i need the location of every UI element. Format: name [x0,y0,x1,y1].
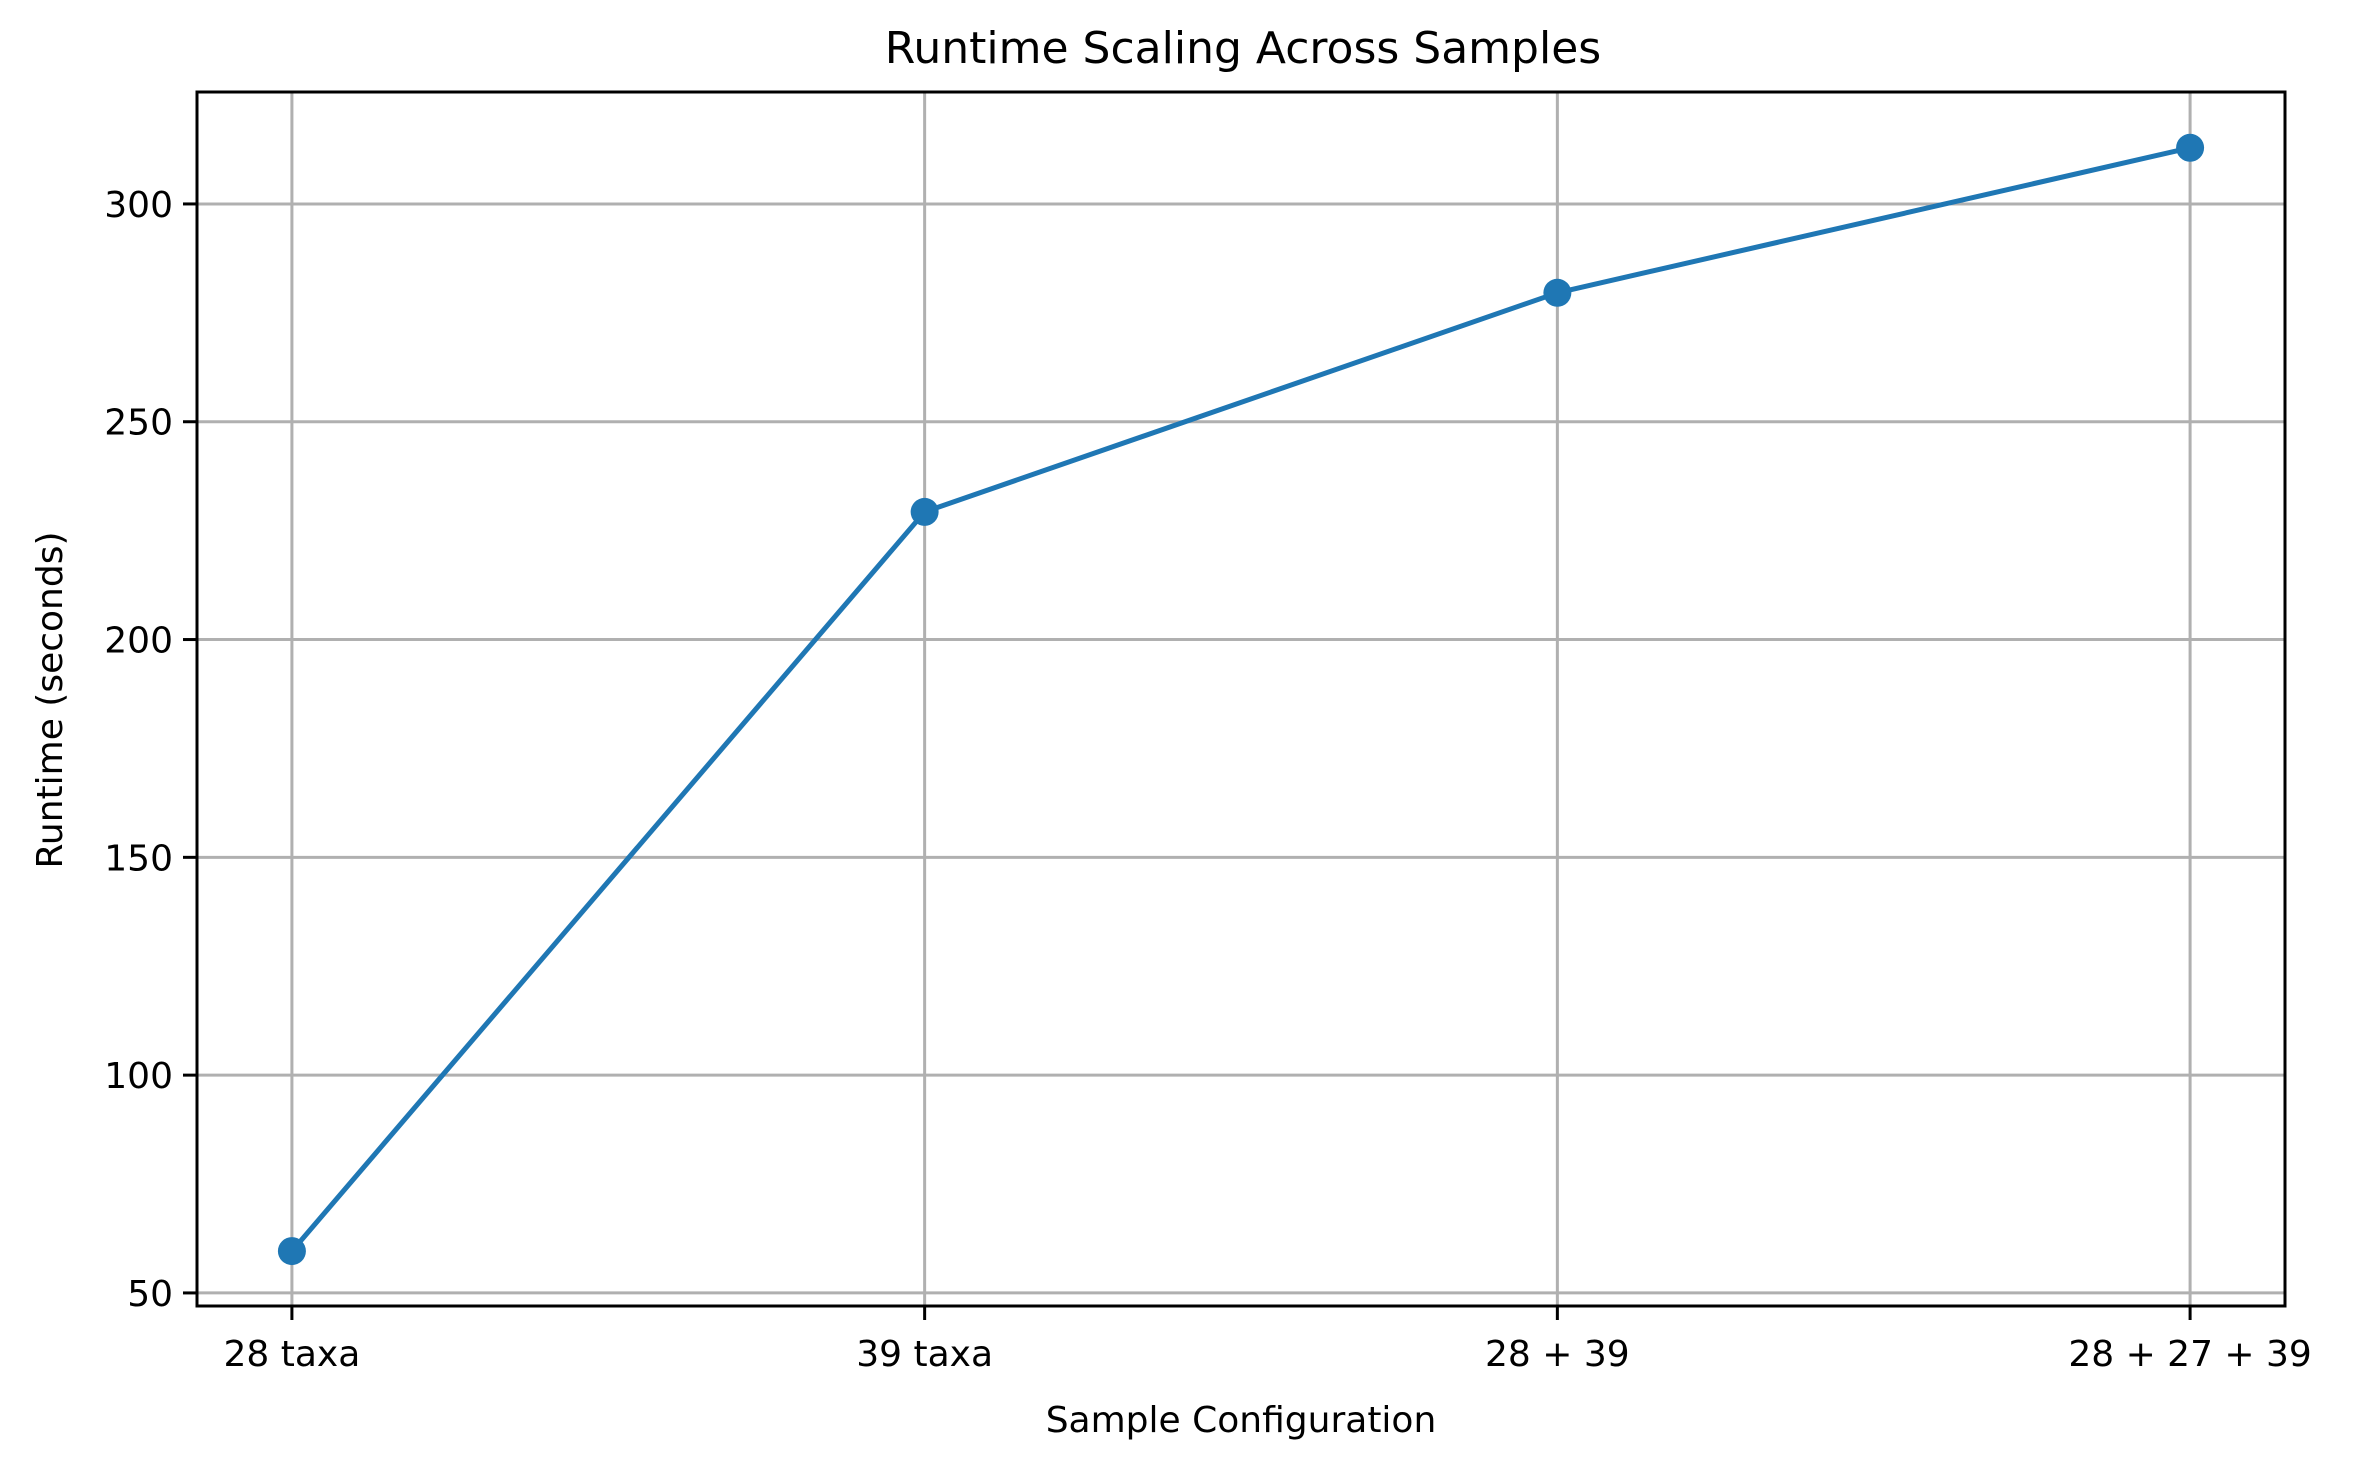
x-axis-label: Sample Configuration [1046,1400,1437,1441]
data-point-marker [1543,278,1572,307]
x-tick-label: 28 taxa [224,1334,361,1375]
y-tick-label: 200 [104,621,173,662]
grid-lines [197,92,2285,1306]
y-tick-label: 150 [104,838,173,879]
data-point-marker [277,1237,306,1266]
x-axis-ticks: 28 taxa 39 taxa 28 + 39 28 + 27 + 39 [224,1306,2312,1375]
x-tick-label: 39 taxa [856,1334,993,1375]
plot-area-frame [195,90,2287,1308]
series-line-runtime [290,145,2191,1253]
y-tick-label: 100 [104,1056,173,1097]
data-point-marker [910,497,939,526]
y-tick-label: 250 [104,403,173,444]
x-tick-label: 28 + 39 [1485,1334,1630,1375]
chart-title: Runtime Scaling Across Samples [885,23,1601,74]
y-tick-label: 50 [127,1274,173,1315]
data-point-marker [2176,133,2205,162]
x-tick-label: 28 + 27 + 39 [2068,1334,2312,1375]
y-tick-label: 300 [104,185,173,226]
y-axis-label: Runtime (seconds) [30,531,71,868]
y-axis-ticks: 50 100 150 200 250 300 [104,185,197,1315]
series-markers [277,133,2205,1266]
